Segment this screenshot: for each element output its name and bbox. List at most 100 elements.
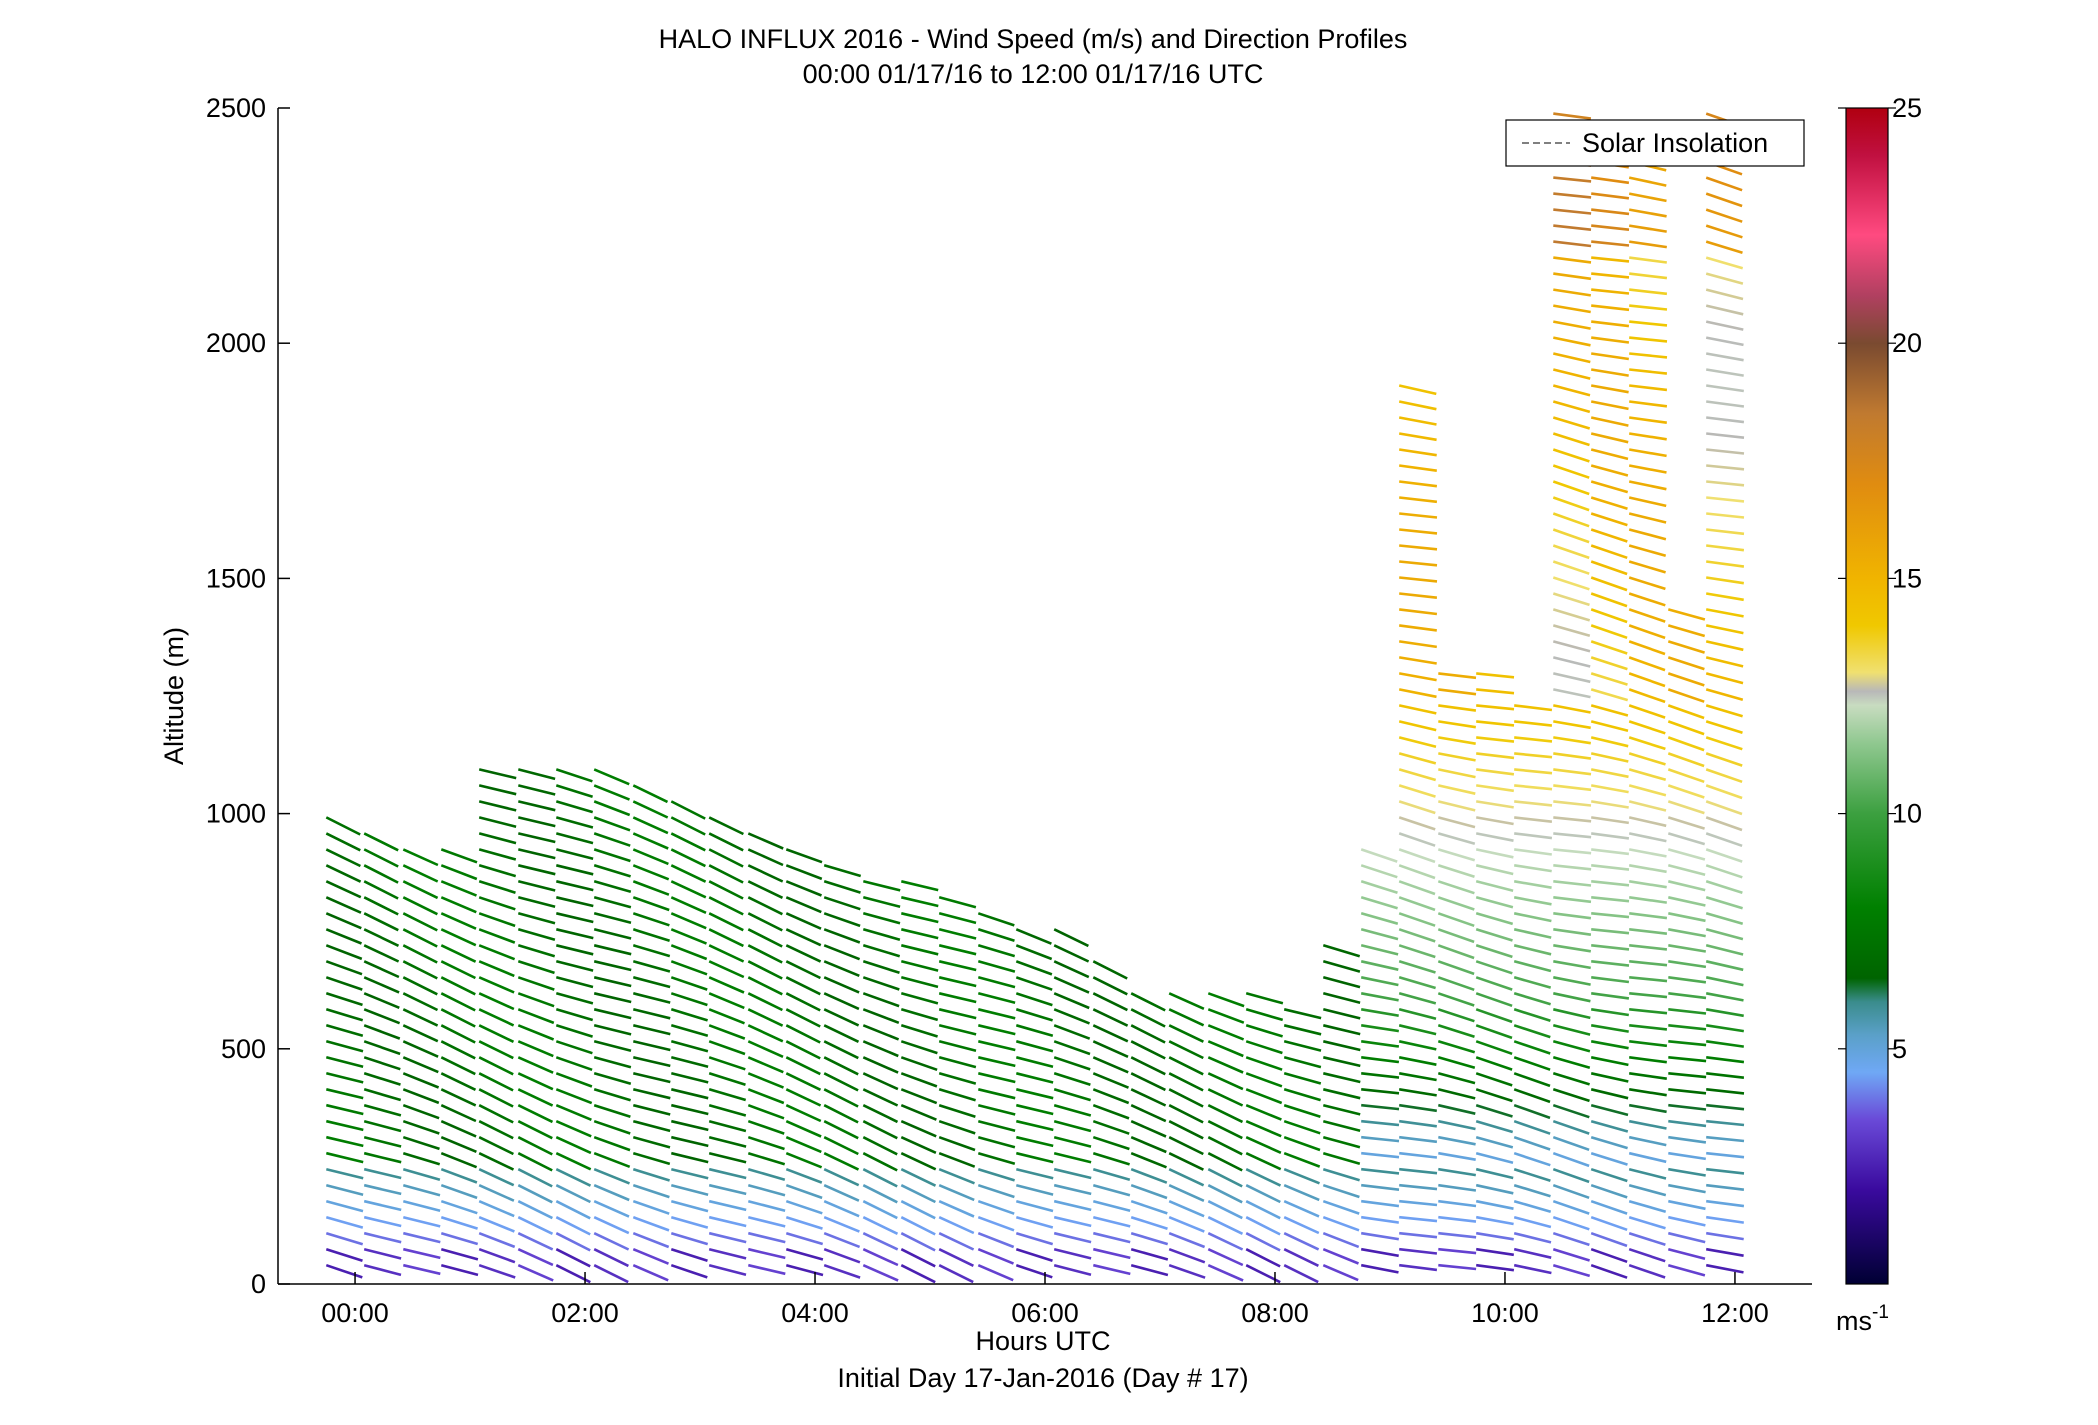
wind-barb: [862, 1040, 899, 1058]
wind-barb: [633, 1040, 671, 1052]
wind-barb: [1705, 720, 1743, 735]
wind-barb: [555, 816, 594, 829]
wind-barb: [862, 880, 901, 892]
wind-barb: [900, 1184, 936, 1204]
wind-barb: [478, 1168, 515, 1187]
wind-barb: [1552, 1040, 1591, 1053]
wind-barb: [1053, 928, 1089, 948]
wind-barb: [593, 1216, 630, 1235]
wind-barb: [1207, 1072, 1244, 1091]
wind-barb: [1668, 1167, 1706, 1177]
wind-barb: [1475, 1103, 1513, 1118]
wind-barb: [555, 1216, 591, 1236]
wind-barb: [632, 1024, 671, 1036]
wind-barb: [1168, 1215, 1205, 1233]
wind-barb: [1513, 960, 1552, 973]
wind-barb: [938, 1119, 976, 1135]
wind-barb: [1667, 832, 1706, 846]
wind-barb: [670, 832, 706, 852]
wind-barb: [938, 1248, 974, 1267]
wind-barb: [1053, 1056, 1091, 1071]
wind-barb: [1398, 432, 1437, 442]
wind-barb: [1706, 1215, 1744, 1224]
wind-barb: [900, 1056, 938, 1072]
wind-barb: [325, 1183, 364, 1196]
wind-barb: [1705, 368, 1744, 377]
wind-barb: [478, 880, 516, 894]
wind-barb: [1705, 608, 1744, 618]
chart-title: HALO INFLUX 2016 - Wind Speed (m/s) and …: [659, 24, 1408, 54]
wind-barb: [747, 1103, 785, 1120]
wind-barb: [823, 1024, 860, 1043]
wind-barb: [823, 992, 860, 1011]
wind-barb: [593, 768, 630, 786]
wind-barb: [1399, 448, 1437, 457]
wind-barb: [785, 1024, 821, 1044]
wind-barb: [326, 1119, 364, 1132]
wind-barb: [402, 880, 439, 900]
wind-barb: [1130, 1167, 1168, 1184]
wind-barb: [1706, 1199, 1745, 1208]
wind-barb: [1552, 1072, 1590, 1086]
wind-barb: [1438, 736, 1476, 745]
wind-barb: [363, 960, 400, 979]
wind-barb: [1168, 1168, 1205, 1187]
wind-barb: [1590, 512, 1628, 527]
wind-barb: [862, 1216, 899, 1235]
wind-barb: [1399, 1263, 1438, 1272]
wind-barb: [747, 960, 783, 980]
wind-barb: [402, 864, 439, 883]
wind-barb: [1552, 1199, 1590, 1215]
wind-barb: [1053, 1183, 1092, 1196]
wind-barb: [747, 848, 784, 867]
wind-barb: [823, 1200, 860, 1218]
wind-barb: [1590, 1024, 1629, 1033]
wind-barb: [1207, 1056, 1244, 1074]
wind-barb: [1398, 864, 1436, 880]
wind-barb: [478, 1152, 515, 1171]
wind-barb: [593, 1072, 632, 1085]
wind-barb: [900, 1024, 938, 1038]
wind-barb: [1553, 304, 1591, 314]
wind-barb: [1705, 832, 1743, 848]
wind-barb: [1591, 864, 1630, 871]
wind-barb: [1207, 1232, 1244, 1251]
wind-barb: [1552, 368, 1591, 380]
wind-barb: [1438, 720, 1476, 729]
wind-barb: [593, 1135, 631, 1152]
wind-barb: [1552, 656, 1591, 668]
wind-barb: [785, 1088, 822, 1107]
wind-barb: [1015, 1167, 1054, 1180]
wind-barb: [325, 1040, 364, 1053]
wind-barb: [1705, 208, 1743, 223]
wind-barb: [1475, 880, 1514, 892]
wind-barb: [1629, 320, 1668, 327]
wind-barb: [823, 1040, 859, 1060]
wind-barb: [363, 944, 400, 963]
y-tick-label: 1000: [206, 799, 266, 829]
wind-barb: [670, 1024, 709, 1038]
wind-barb: [1361, 1167, 1400, 1175]
wind-barb: [1130, 1247, 1169, 1261]
wind-barb: [977, 1119, 1016, 1133]
wind-barb: [1705, 800, 1743, 816]
wind-barb: [1437, 800, 1476, 812]
wind-barb: [1552, 1151, 1590, 1168]
wind-barb: [517, 992, 555, 1008]
wind-barb: [900, 1168, 937, 1187]
wind-barb: [1398, 720, 1437, 732]
wind-barb: [1438, 1247, 1477, 1255]
wind-barb: [708, 1231, 747, 1244]
wind-barb: [402, 992, 439, 1012]
wind-barb: [823, 960, 860, 978]
wind-barb: [1513, 944, 1552, 956]
wind-barb: [1590, 560, 1628, 576]
wind-barb: [325, 928, 362, 945]
wind-barb: [1513, 1072, 1551, 1088]
wind-barb: [402, 1183, 441, 1197]
wind-barb: [708, 864, 744, 884]
wind-barb: [1092, 1024, 1129, 1043]
wind-barb: [1513, 992, 1551, 1006]
wind-barb: [593, 896, 632, 909]
wind-barb: [1706, 432, 1745, 439]
